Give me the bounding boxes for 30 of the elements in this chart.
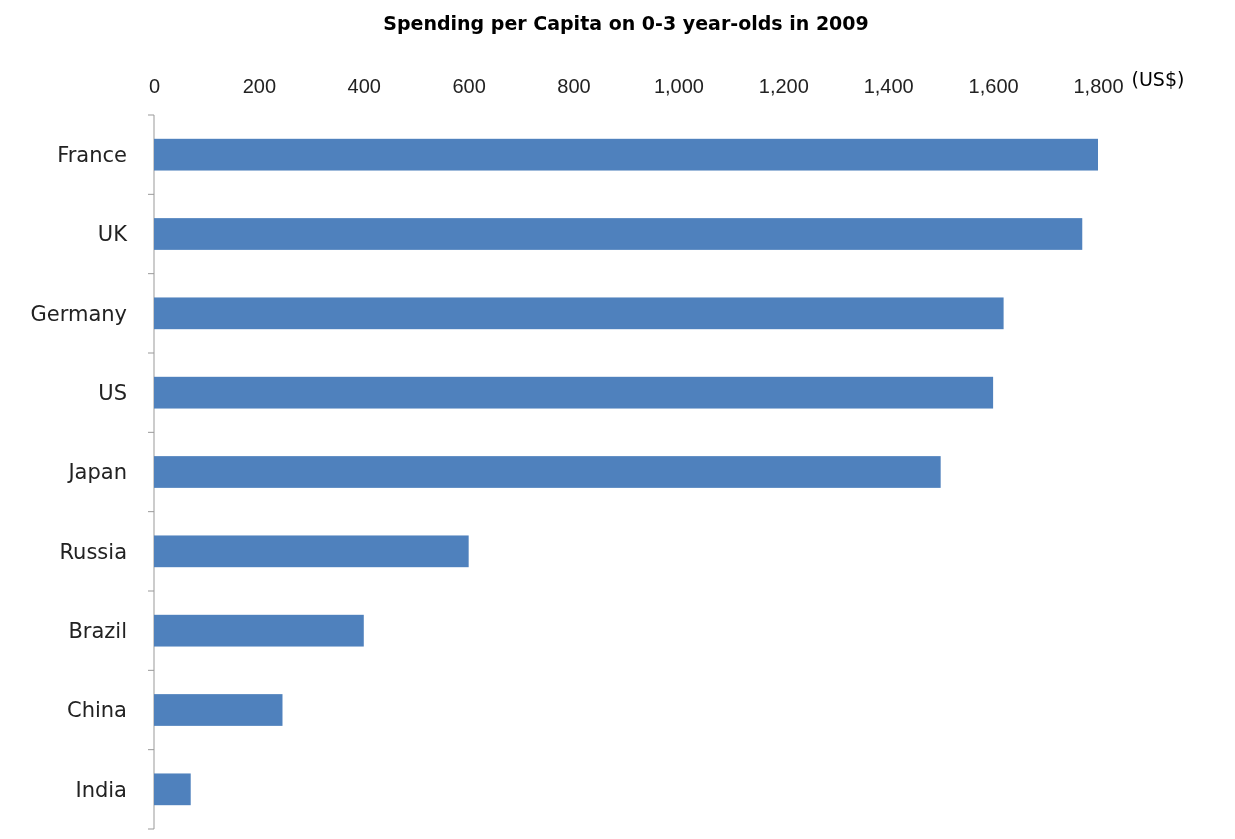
x-tick-label: 0 <box>148 75 161 97</box>
bar <box>154 694 283 726</box>
x-tick-label: 800 <box>557 75 591 97</box>
bar <box>154 614 364 647</box>
bar <box>154 376 994 409</box>
x-tick-label: 1,800 <box>1073 75 1124 97</box>
y-tick-label: Japan <box>66 460 127 485</box>
x-tick-label: 200 <box>242 75 277 97</box>
bar <box>154 297 1004 330</box>
y-tick-label: India <box>75 777 127 802</box>
y-tick-label: Germany <box>30 301 127 326</box>
x-tick-label: 1,600 <box>968 75 1019 97</box>
bar <box>154 218 1083 250</box>
y-tick-label: China <box>67 698 127 723</box>
bar <box>154 138 1098 171</box>
x-tick-label: 1,400 <box>863 75 914 97</box>
y-tick-label: Russia <box>59 539 127 564</box>
x-tick-label: 1,200 <box>758 75 809 97</box>
chart-title: Spending per Capita on 0-3 year-olds in 2009 <box>383 12 869 34</box>
y-tick-label: US <box>98 381 127 406</box>
x-tick-label: 600 <box>452 75 486 97</box>
bar <box>154 456 941 488</box>
bar <box>154 535 469 568</box>
y-tick-label: Brazil <box>68 619 127 644</box>
y-tick-label: UK <box>97 222 129 247</box>
x-tick-label: 400 <box>347 75 381 97</box>
y-tick-label: France <box>57 143 127 168</box>
bar <box>154 773 191 806</box>
x-axis-title: (US$) <box>1131 68 1185 90</box>
x-tick-label: 1,000 <box>653 75 704 97</box>
